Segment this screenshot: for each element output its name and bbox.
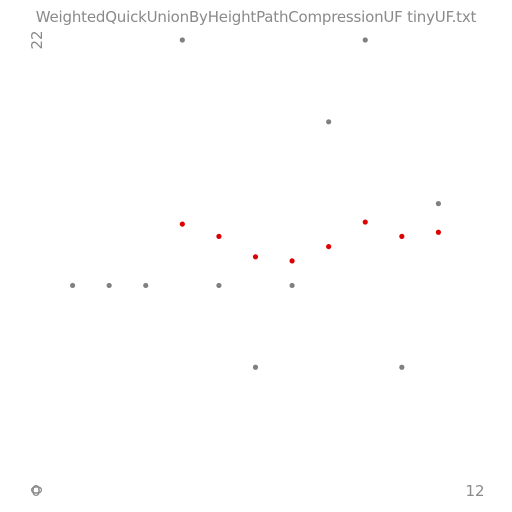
data-point-s0-3 xyxy=(179,37,185,43)
data-point-s1-7 xyxy=(435,229,442,235)
x-tick-label-max: 12 xyxy=(465,482,484,500)
y-tick-label-min: 0 xyxy=(28,485,46,495)
data-point-s0-5 xyxy=(252,364,259,370)
data-point-s0-8 xyxy=(362,37,368,43)
x-tick-label-min: 0 xyxy=(31,482,41,500)
data-point-s0-1 xyxy=(106,282,112,289)
data-point-s0-9 xyxy=(399,364,405,370)
data-point-s0-10 xyxy=(435,201,442,207)
data-point-s0-7 xyxy=(326,119,332,125)
data-point-s1-0 xyxy=(179,221,185,227)
data-point-s0-6 xyxy=(289,282,295,289)
chart-title: WeightedQuickUnionByHeightPathCompressio… xyxy=(35,8,477,26)
data-point-s1-3 xyxy=(289,258,295,264)
data-point-s1-5 xyxy=(362,219,368,225)
y-tick-label-max: 22 xyxy=(28,30,46,49)
data-point-s0-4 xyxy=(216,282,222,289)
data-point-s0-2 xyxy=(143,282,149,289)
data-point-s0-0 xyxy=(69,282,76,289)
data-point-s1-1 xyxy=(216,233,222,239)
data-point-s1-6 xyxy=(399,233,405,239)
data-point-s1-2 xyxy=(252,254,259,260)
data-point-s1-4 xyxy=(326,243,332,250)
